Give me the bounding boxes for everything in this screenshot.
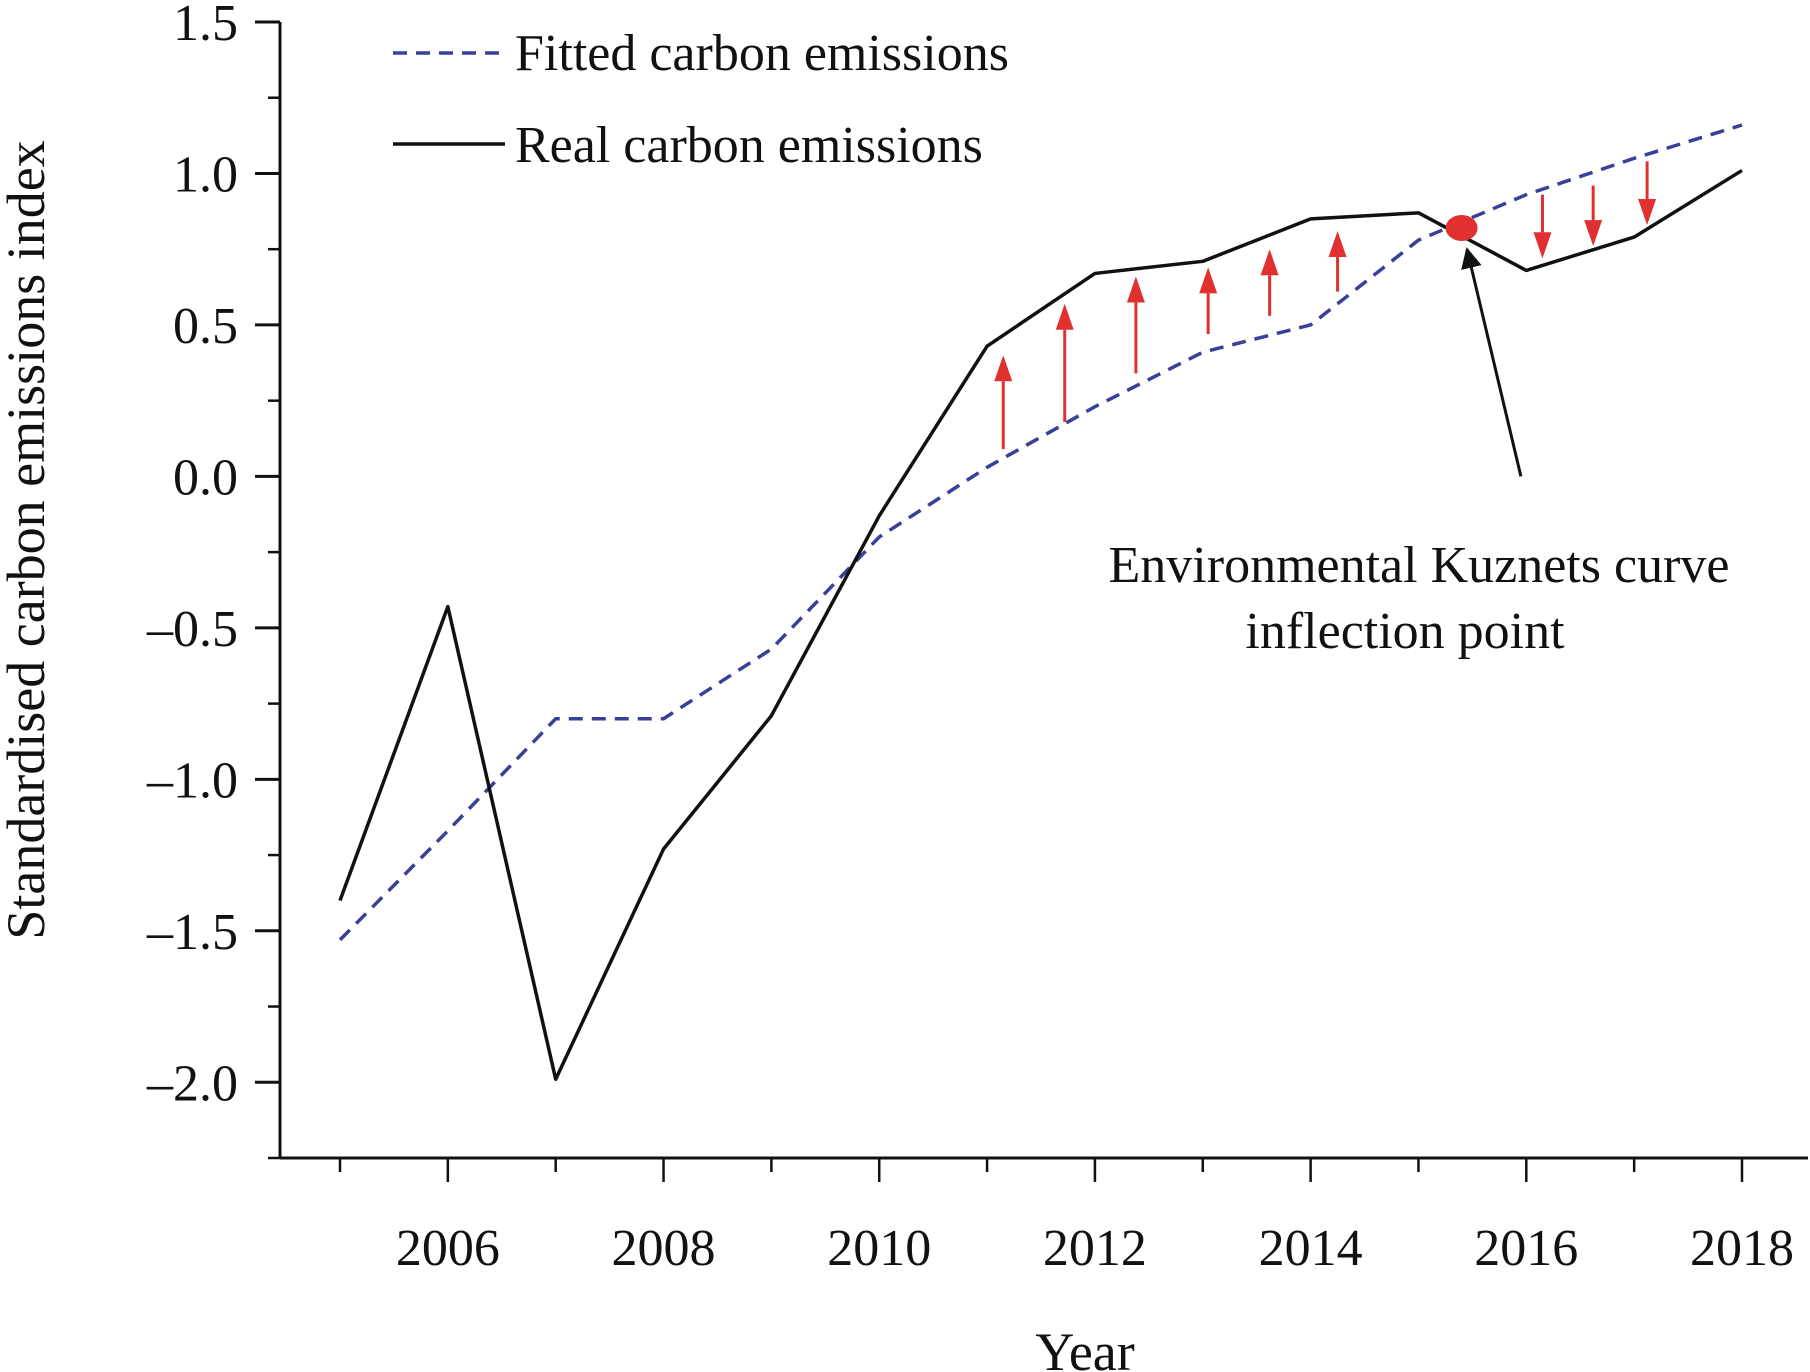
gap-arrow [1126,276,1145,374]
x-tick-label: 2006 [396,1220,500,1277]
x-tick-label: 2008 [612,1220,716,1277]
x-tick-label: 2016 [1474,1220,1578,1277]
y-tick-label: 0.5 [173,298,238,355]
x-axis-title: Year [1035,1322,1135,1372]
x-ticks: 2006 2008 2010 2012 2014 2016 2018 [338,1158,1794,1277]
y-tick-label: 1.5 [173,0,238,52]
annotation-arrow [1461,247,1523,477]
y-axis-title: Standardised carbon emissions index [0,140,56,939]
gap-arrow [1638,161,1657,225]
x-tick-label: 2014 [1259,1220,1363,1277]
inflection-point-marker [1445,214,1478,241]
gap-arrow [1328,231,1347,292]
y-tick-label: –1.5 [146,904,238,961]
gap-arrows [994,161,1657,450]
series-layer [338,123,1743,1081]
y-tick-label: 1.0 [173,146,238,203]
y-tick-label: –2.0 [146,1055,238,1112]
annotation-layer: Environmental Kuznets curve inflection po… [1109,214,1730,660]
y-tick-label: 0.0 [173,449,238,506]
legend-label-real: Real carbon emissions [515,117,983,174]
legend-label-fitted: Fitted carbon emissions [515,25,1009,82]
gap-arrow [1199,267,1218,335]
gap-arrow [1584,185,1603,247]
y-ticks: 1.5 1.0 0.5 0.0 –0.5 –1.0 –1.5 –2.0 [146,0,280,1160]
legend: Fitted carbon emissions Real carbon emis… [393,25,1009,174]
real-emissions-line [338,168,1743,1081]
y-tick-label: –1.0 [146,752,238,809]
x-tick-label: 2018 [1690,1220,1794,1277]
gap-arrow [1533,194,1552,259]
gap-arrow [994,355,1013,450]
x-tick-label: 2012 [1043,1220,1147,1277]
annotation-line-1: Environmental Kuznets curve [1109,537,1730,594]
gap-arrow [1055,303,1074,422]
y-tick-label: –0.5 [146,601,238,658]
gap-arrow [1260,249,1279,316]
fitted-emissions-line [338,123,1743,942]
annotation-line-2: inflection point [1245,603,1565,660]
x-tick-label: 2010 [827,1220,931,1277]
axes [278,22,1808,1160]
